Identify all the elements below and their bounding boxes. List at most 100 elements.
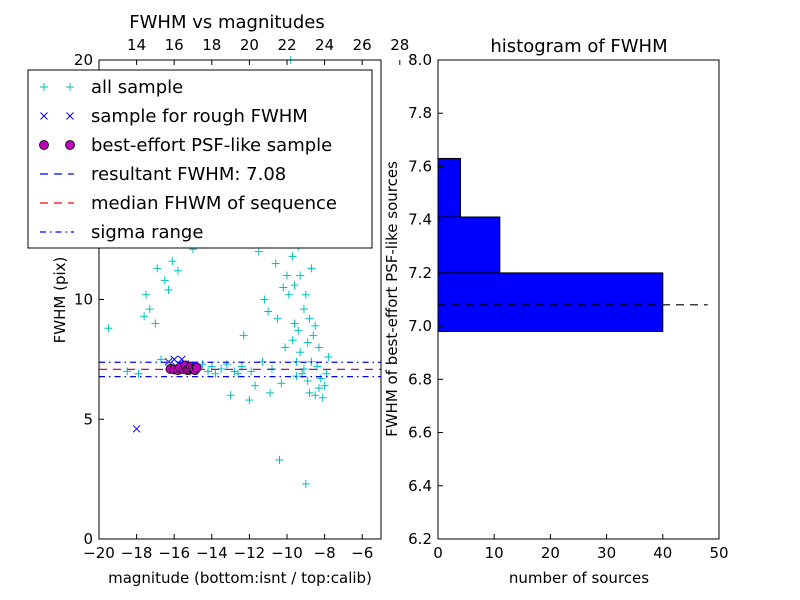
x-tick-label: −10 <box>271 544 303 562</box>
point-s0-11 <box>164 285 173 294</box>
point-s0-43 <box>277 379 286 388</box>
point-s2-11 <box>191 362 202 373</box>
x-tick-label: 30 <box>597 544 616 562</box>
histogram-bar-1 <box>437 216 501 274</box>
point-s0-22 <box>211 369 220 378</box>
right-y-axis: 6.2 6.4 6.6 6.8 7.0 7.2 7.4 7.6 7.8 8.0 <box>408 51 443 548</box>
legend-label: sigma range <box>91 222 203 243</box>
left-y-axis: 0 5 10 20 <box>74 51 104 548</box>
x-tick-label: 10 <box>485 544 504 562</box>
point-s0-5 <box>145 305 154 314</box>
y-tick-label: 7.4 <box>408 211 432 229</box>
left-plot-marks <box>99 56 381 488</box>
left-top-x-axis: 14 16 18 20 22 24 26 28 <box>127 36 409 65</box>
point-s0-20 <box>204 367 213 376</box>
top-x-tick-label: 18 <box>202 36 221 54</box>
point-s0-4 <box>142 290 150 299</box>
point-s0-40 <box>271 259 280 268</box>
legend-marker-b-1 <box>66 112 74 120</box>
y-tick-label: 7.0 <box>408 317 432 335</box>
point-s0-24 <box>222 360 231 369</box>
point-s0-54 <box>296 348 305 357</box>
point-s0-74 <box>324 352 333 361</box>
point-s0-33 <box>251 381 260 390</box>
point-s0-44 <box>279 283 288 292</box>
left-y-axis-label: FWHM (pix) <box>51 257 69 344</box>
y-tick-label: 5 <box>83 410 93 428</box>
point-s0-2 <box>134 369 143 378</box>
point-s0-61 <box>305 314 314 323</box>
legend-label: median FHWM of sequence <box>91 193 337 214</box>
point-s0-46 <box>283 271 291 280</box>
x-tick-label: 50 <box>709 544 728 562</box>
y-tick-label: 8.0 <box>408 51 432 69</box>
point-s0-67 <box>313 362 322 371</box>
point-s0-41 <box>273 314 282 323</box>
point-s0-36 <box>260 295 269 304</box>
point-s0-52 <box>294 326 303 335</box>
point-s0-71 <box>318 393 327 402</box>
legend-label: sample for rough FWHM <box>91 106 308 127</box>
y-tick-label: 10 <box>74 291 93 309</box>
point-s1-0 <box>132 424 141 433</box>
point-s0-14 <box>173 266 182 275</box>
x-tick-label: 20 <box>541 544 560 562</box>
top-x-tick-label: 28 <box>390 36 409 54</box>
point-s0-76 <box>290 319 299 328</box>
histogram-bar-2 <box>437 157 461 218</box>
point-s0-45 <box>281 343 290 352</box>
point-s0-7 <box>151 319 160 328</box>
legend-marker-a-1 <box>40 112 48 120</box>
top-x-tick-label: 14 <box>127 36 146 54</box>
point-s0-38 <box>266 388 275 397</box>
legend-marker-b-1-b <box>66 112 74 120</box>
point-s0-13 <box>168 257 177 266</box>
point-s0-31 <box>245 396 254 405</box>
legend-label: resultant FWHM: 7.08 <box>91 164 286 185</box>
legend: all sample sample for rough FWHM best-effo… <box>27 69 373 249</box>
y-tick-label: 0 <box>83 530 93 548</box>
x-tick-label: 40 <box>653 544 672 562</box>
point-s0-29 <box>239 331 248 340</box>
scatter-chart-fwhm-vs-magnitudes: −20 −18 −16 −14 −12 −10 −8 −6 14 16 18 20 22 24 26 28 … <box>27 12 409 587</box>
point-s0-42 <box>275 455 284 464</box>
point-s0-68 <box>314 384 323 393</box>
right-plot-marks <box>437 157 708 332</box>
right-x-axis-label: number of sources <box>509 569 649 587</box>
histogram-chart-fwhm: 0 10 20 30 40 50 6.2 6.4 6.6 6.8 7.0 7.2 7.4 7.6 7.8 8… <box>383 36 729 587</box>
top-x-tick-label: 20 <box>240 36 259 54</box>
x-tick-label: 0 <box>433 544 443 562</box>
point-s0-60 <box>303 376 312 385</box>
point-s0-25 <box>226 391 235 400</box>
x-tick-label: −18 <box>121 544 153 562</box>
top-x-tick-label: 26 <box>353 36 372 54</box>
right-y-axis-label: FWHM of best-effort PSF-like sources <box>383 161 401 437</box>
top-x-tick-label: 24 <box>315 36 334 54</box>
right-chart-title: histogram of FWHM <box>490 36 667 57</box>
point-s0-3 <box>140 312 149 321</box>
point-s1-1-b <box>164 357 173 366</box>
point-s0-32 <box>247 367 256 376</box>
right-x-axis: 0 10 20 30 40 50 <box>433 534 729 562</box>
point-s0-79 <box>288 336 297 345</box>
y-tick-label: 6.8 <box>408 370 432 388</box>
legend-marker-a-2 <box>39 140 49 150</box>
y-tick-label: 7.2 <box>408 264 432 282</box>
point-s0-8 <box>153 264 162 273</box>
point-s0-81 <box>305 388 314 397</box>
x-tick-label: −16 <box>158 544 190 562</box>
point-s0-58 <box>301 479 310 488</box>
left-x-axis-label: magnitude (bottom:isnt / top:calib) <box>108 569 372 587</box>
point-s0-65 <box>311 391 320 400</box>
y-tick-label: 7.6 <box>408 157 432 175</box>
legend-marker-a-0 <box>40 83 48 91</box>
point-s1-0-b <box>132 424 141 433</box>
y-tick-label: 6.4 <box>408 477 432 495</box>
x-tick-label: −8 <box>314 544 336 562</box>
point-s0-64 <box>309 331 318 340</box>
x-tick-label: −14 <box>196 544 228 562</box>
x-tick-label: −12 <box>234 544 266 562</box>
point-s0-59 <box>303 338 312 347</box>
point-s0-47 <box>284 290 293 299</box>
legend-label: all sample <box>91 77 183 98</box>
